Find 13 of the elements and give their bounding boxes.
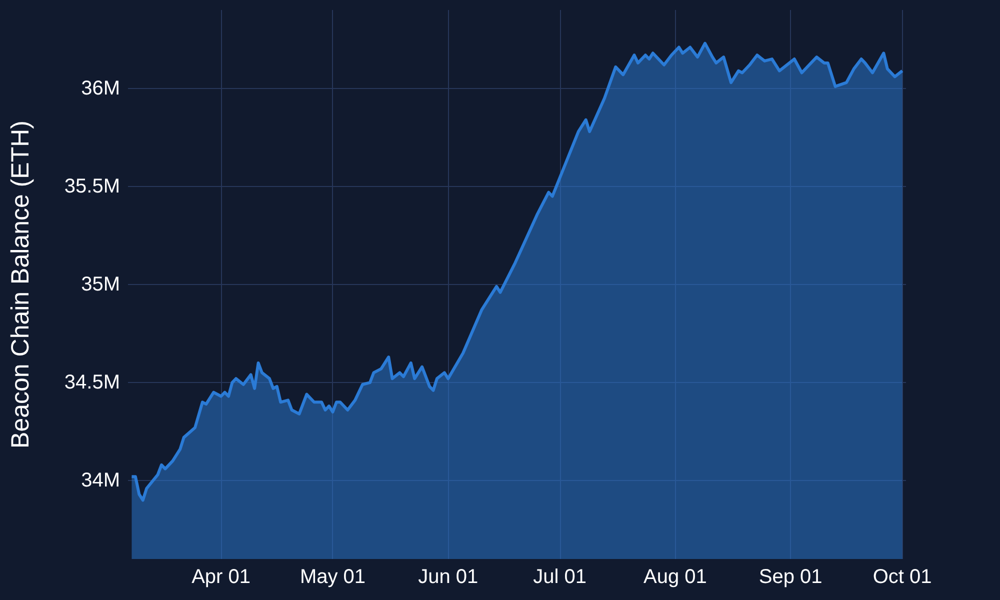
x-tick-label: May 01 [300, 566, 366, 588]
x-tick-label: Jul 01 [533, 566, 586, 588]
x-tick-label: Apr 01 [192, 566, 251, 588]
x-tick-label: Oct 01 [872, 566, 932, 588]
y-axis-title: Beacon Chain Balance (ETH) [6, 120, 34, 448]
x-tick-label: Sep 01 [758, 566, 822, 588]
y-tick-label: 36M [81, 77, 120, 100]
x-tick-label: Jun 01 [418, 566, 478, 588]
y-tick-label: 34.5M [64, 372, 120, 394]
y-tick-label: 34M [81, 470, 120, 492]
y-tick-label: 35.5M [64, 175, 120, 198]
y-tick-label: 35M [81, 274, 120, 296]
x-tick-label: Aug 01 [644, 566, 707, 588]
